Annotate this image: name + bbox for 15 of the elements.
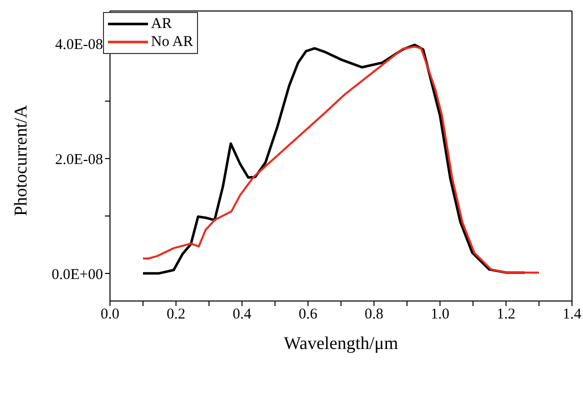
legend-label: AR <box>151 15 172 33</box>
x-tick-label: 0.4 <box>232 306 252 323</box>
x-tick-label: 0.6 <box>298 306 318 323</box>
y-tick-label: 2.0E-08 <box>55 152 103 168</box>
x-tick-label: 0.2 <box>166 306 186 323</box>
y-axis-title: Photocurrent/A <box>10 105 30 216</box>
x-tick-label: 1.4 <box>562 306 582 323</box>
x-tick-label: 1.0 <box>430 306 450 323</box>
legend-label: No AR <box>151 33 194 51</box>
y-tick-label: 4.0E-08 <box>55 37 103 54</box>
x-tick-label: 1.2 <box>496 306 516 323</box>
x-axis-title: Wavelength/μm <box>284 333 398 353</box>
x-tick-label: 0.0 <box>100 306 120 323</box>
y-tick-label: 0.0E+00 <box>52 266 103 283</box>
x-tick-label: 0.8 <box>364 306 384 323</box>
